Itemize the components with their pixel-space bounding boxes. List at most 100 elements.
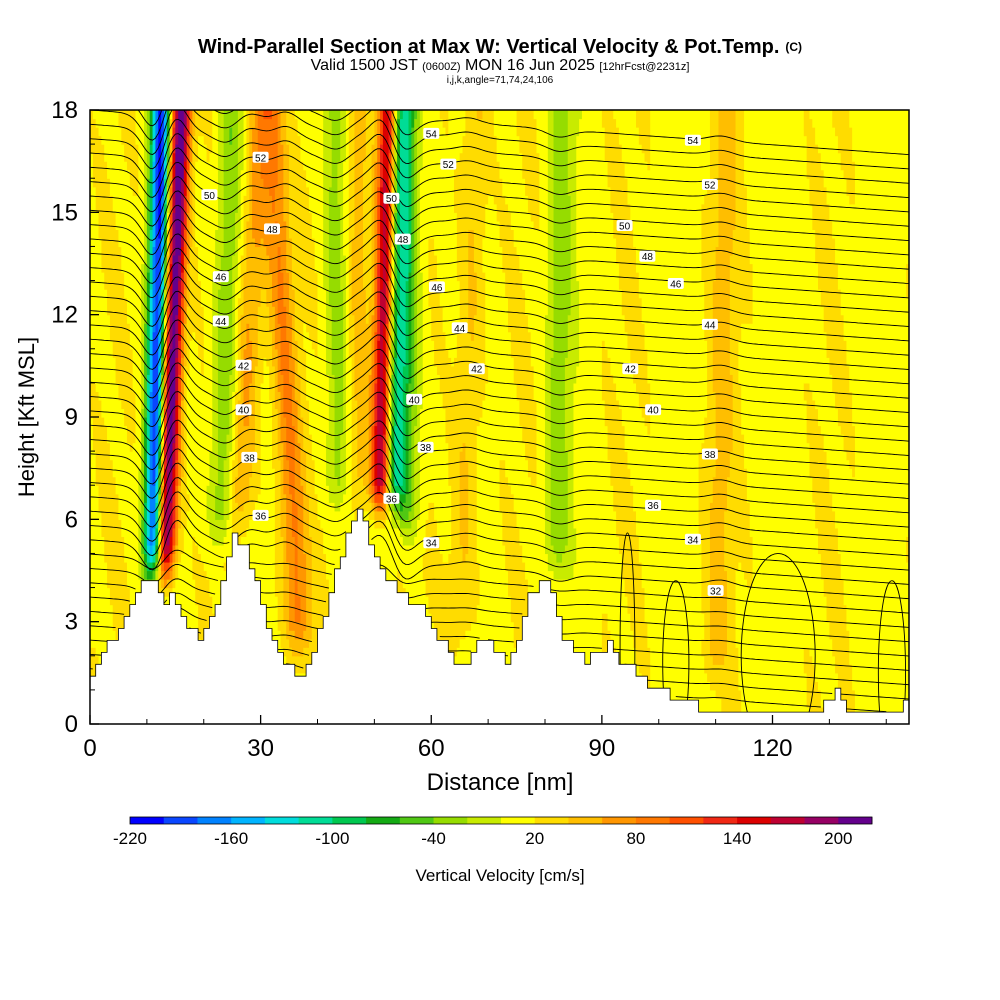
y-tick-label: 3 — [65, 609, 78, 636]
x-axis-label: Distance [nm] — [427, 769, 574, 796]
isentrope-label: 46 — [667, 278, 684, 291]
colorbar-swatch — [703, 817, 738, 824]
isentrope-label: 48 — [639, 250, 656, 263]
isentrope-label-text: 46 — [670, 280, 682, 291]
isentrope-label: 48 — [394, 233, 411, 246]
isentrope-label-text: 40 — [409, 395, 421, 406]
isentrope-label-text: 38 — [244, 453, 256, 464]
x-tick-label: 30 — [247, 735, 274, 762]
colorbar-swatch — [231, 817, 266, 824]
colorbar-swatch — [737, 817, 772, 824]
isentrope-label: 44 — [701, 318, 718, 331]
colorbar-swatch — [838, 817, 873, 824]
y-tick-label: 6 — [65, 506, 78, 533]
isentrope-label-text: 52 — [255, 153, 267, 164]
isentrope-label-text: 42 — [625, 365, 637, 376]
isentrope-label: 52 — [440, 158, 457, 171]
colorbar-label: Vertical Velocity [cm/s] — [415, 866, 584, 885]
colorbar-tick-label: 20 — [525, 829, 544, 848]
isentrope-label: 40 — [406, 393, 423, 406]
isentrope-label-text: 44 — [704, 320, 716, 331]
colorbar-tick-label: -100 — [315, 829, 349, 848]
x-tick-label: 120 — [752, 735, 792, 762]
isentrope-label-text: 36 — [648, 501, 660, 512]
isentrope-label-text: 40 — [238, 406, 250, 417]
grid-info: i,j,k,angle=71,74,24,106 — [446, 75, 554, 86]
plot-area: 54 54 52 52 52 50 50 50 48 48 48 46 46 46 44 44 44 42 42 42… — [90, 110, 909, 724]
isentrope-label: 44 — [212, 315, 229, 328]
isentrope-label-text: 46 — [431, 283, 443, 294]
colorbar-swatch — [399, 817, 434, 824]
isentrope-label: 36 — [383, 492, 400, 505]
y-tick-label: 18 — [51, 97, 78, 124]
colorbar-swatch — [804, 817, 839, 824]
chart-title-text: Wind-Parallel Section at Max W: Vertical… — [197, 36, 780, 58]
colorbar-swatch — [264, 817, 300, 824]
colorbar-swatch — [602, 817, 637, 824]
isentrope-label: 42 — [622, 363, 639, 376]
colorbar-swatch — [635, 817, 671, 824]
isentrope-label: 34 — [423, 537, 440, 550]
valid-zulu: (0600Z) — [422, 61, 461, 73]
isentrope-label: 34 — [684, 533, 701, 546]
isentrope-label: 38 — [417, 441, 434, 454]
isentrope-label-text: 48 — [642, 252, 654, 263]
valid-date: MON 16 Jun 2025 — [465, 57, 595, 74]
isentrope-label: 46 — [428, 281, 445, 294]
isentrope-label-text: 54 — [426, 129, 438, 140]
colorbar-swatch — [568, 817, 603, 824]
isentrope-label-text: 44 — [215, 317, 227, 328]
isentrope-label-text: 38 — [704, 450, 716, 461]
isentrope-label: 54 — [684, 134, 701, 147]
isentrope-label-text: 42 — [471, 365, 483, 376]
colorbar-swatch — [366, 817, 401, 824]
colorbar-swatch — [433, 817, 468, 824]
colorbar-swatch — [163, 817, 198, 824]
y-tick-label: 12 — [51, 302, 78, 329]
isentrope-label-text: 34 — [426, 539, 438, 550]
forecast-info: [12hrFcst@2231z] — [599, 61, 690, 73]
x-tick-label: 60 — [418, 735, 445, 762]
isentrope-label: 50 — [383, 192, 400, 205]
x-tick-label: 90 — [589, 735, 616, 762]
x-tick-label: 0 — [83, 735, 96, 762]
colorbar-tick-label: 140 — [723, 829, 751, 848]
colorbar-tick-label: -220 — [113, 829, 147, 848]
isentrope-label-text: 54 — [687, 136, 699, 147]
colorbar-swatch — [770, 817, 805, 824]
chart-title-mark: (C) — [785, 40, 803, 54]
isentrope-contours — [90, 110, 909, 724]
colorbar-swatch — [197, 817, 232, 824]
isentrope-label: 36 — [252, 509, 269, 522]
isentrope-label-text: 38 — [420, 443, 432, 454]
isentrope-label: 38 — [241, 451, 258, 464]
terrain-mask — [90, 508, 909, 724]
isentrope-label-text: 40 — [648, 406, 660, 417]
colorbar-swatch — [130, 817, 165, 824]
valid-prefix: Valid 1500 JST — [310, 57, 418, 74]
isentrope-label: 32 — [707, 585, 724, 598]
isentrope-label: 48 — [264, 223, 280, 236]
isentrope-label: 46 — [212, 271, 229, 284]
chart-title: Wind-Parallel Section at Max W: Vertical… — [0, 36, 1000, 58]
isentrope-label-text: 36 — [255, 511, 267, 522]
y-tick-label: 0 — [65, 711, 78, 738]
isentrope-label: 40 — [645, 404, 662, 417]
isentrope-label-group: 54 54 52 52 52 50 50 50 48 48 48 46 46 46 44 44 44 42 42 42… — [201, 127, 724, 598]
colorbar: -220 -160 -100 -40 20 80 140 200 — [113, 816, 873, 848]
y-axis-label: Height [Kft MSL] — [14, 337, 39, 497]
colorbar-swatch — [501, 817, 536, 824]
isentrope-label-text: 48 — [397, 235, 409, 246]
y-tick-label: 15 — [51, 199, 78, 226]
y-tick-label: 9 — [65, 404, 78, 431]
isentrope-label-text: 36 — [386, 494, 398, 505]
isentrope-label: 50 — [201, 189, 218, 202]
isentrope-label: 54 — [423, 127, 440, 140]
terrain-profile — [90, 508, 909, 724]
colorbar-swatch — [467, 817, 502, 824]
isentrope-label-text: 42 — [238, 361, 250, 372]
isentrope-label: 42 — [235, 359, 252, 372]
isentrope-label-text: 50 — [619, 222, 631, 233]
